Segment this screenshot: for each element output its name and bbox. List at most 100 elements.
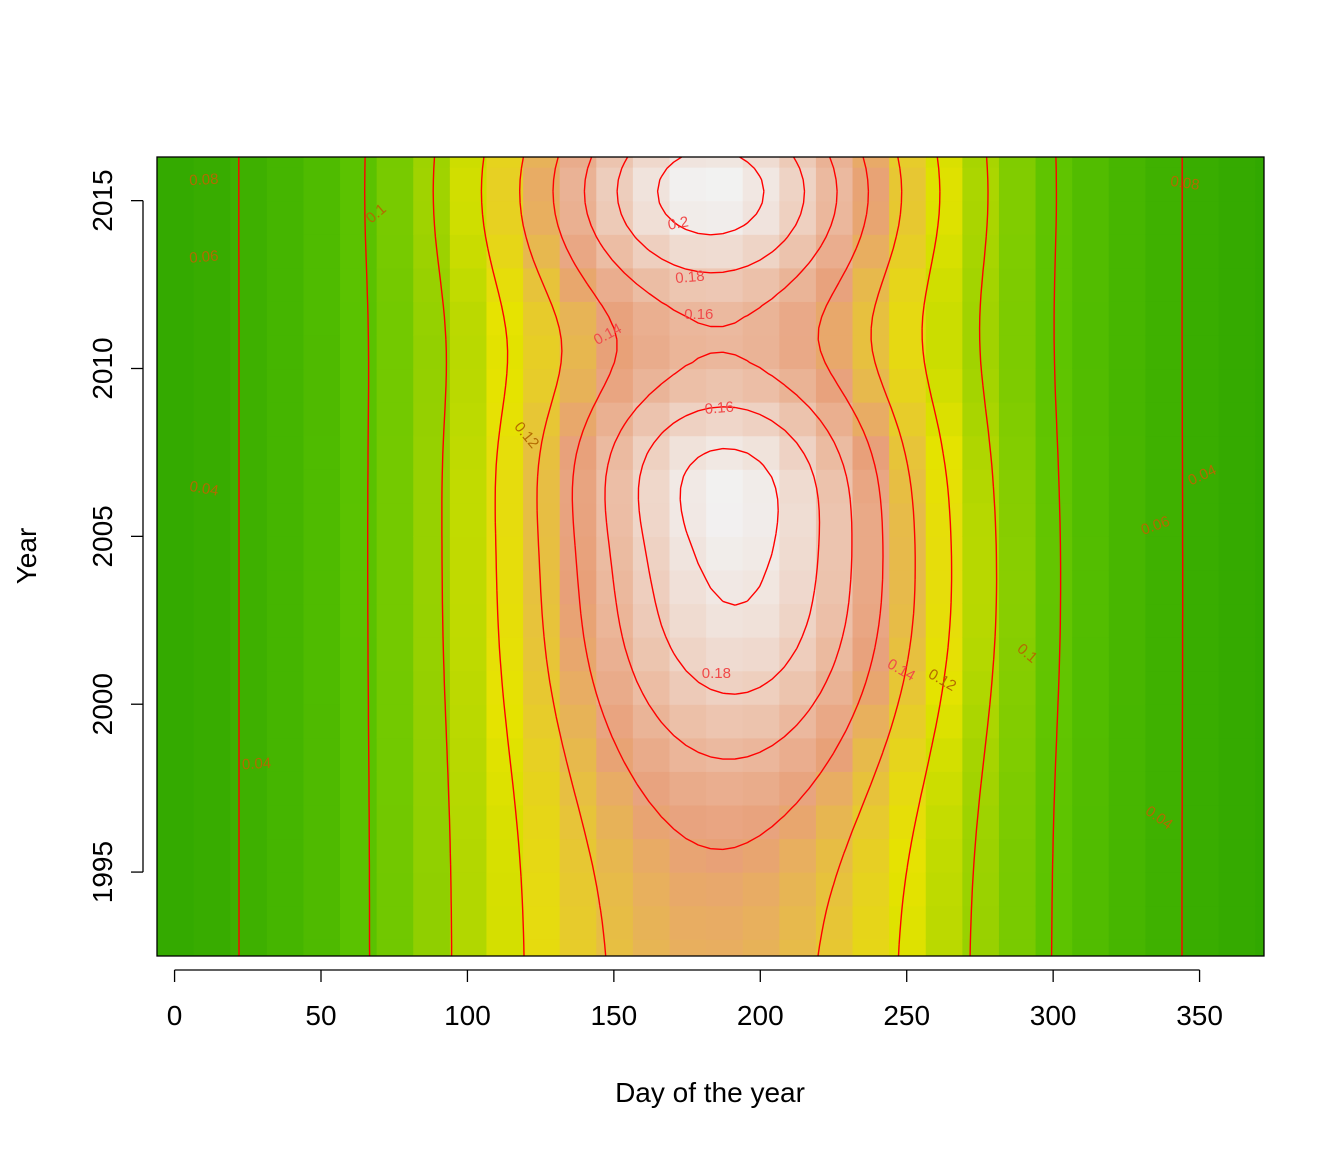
heatmap-cell: [376, 603, 414, 638]
heatmap-cell: [669, 804, 707, 840]
heatmap-cell: [266, 502, 305, 537]
heatmap-cell: [230, 872, 268, 907]
heatmap-cell: [1035, 670, 1073, 705]
heatmap-cell: [449, 939, 488, 956]
heatmap-cell: [1072, 804, 1110, 840]
heatmap-cell: [1182, 872, 1220, 907]
heatmap-cell: [669, 536, 707, 571]
heatmap-cell: [596, 157, 634, 168]
heatmap-cell: [523, 737, 561, 772]
heatmap-cell: [669, 234, 707, 269]
heatmap-cell: [1108, 536, 1146, 571]
heatmap-cell: [1145, 334, 1183, 370]
heatmap-cell: [449, 301, 488, 336]
heatmap-cell: [193, 502, 231, 537]
heatmap-cell: [376, 704, 414, 739]
heatmap-cell: [340, 804, 378, 840]
x-tick-label: 0: [167, 1000, 183, 1031]
contour-line-0-04: [238, 157, 1184, 956]
heatmap-cell: [779, 771, 817, 806]
heatmap-cell: [157, 569, 195, 605]
heatmap-cell: [449, 502, 488, 537]
heatmap-cell: [449, 157, 488, 168]
heatmap-cell: [779, 157, 817, 168]
heatmap-cell: [669, 402, 707, 437]
heatmap-cell: [1218, 267, 1256, 302]
heatmap-cell: [779, 167, 817, 202]
heatmap-cell: [998, 200, 1037, 235]
heatmap-cell: [1108, 368, 1146, 403]
heatmap-cell: [523, 502, 561, 537]
heatmap-cell: [998, 737, 1037, 772]
heatmap-cell: [1218, 872, 1256, 907]
heatmap-cell: [376, 435, 414, 470]
heatmap-cell: [1182, 804, 1220, 840]
heatmap-cell: [1072, 939, 1110, 956]
heatmap-cell: [1218, 469, 1256, 504]
heatmap-cell: [815, 368, 854, 403]
heatmap-cell: [1145, 905, 1183, 940]
heatmap-cell: [706, 603, 744, 638]
heatmap-cell: [340, 637, 378, 672]
heatmap-cell: [998, 872, 1037, 907]
heatmap-cell: [669, 334, 707, 370]
heatmap-cell: [1145, 234, 1183, 269]
heatmap-cell: [1108, 157, 1146, 168]
heatmap-cell: [962, 804, 1000, 840]
heatmap-cell: [962, 435, 1000, 470]
heatmap-cell: [157, 502, 195, 537]
heatmap-cell: [376, 905, 414, 940]
heatmap-cell: [742, 234, 780, 269]
heatmap-cell: [632, 402, 671, 437]
heatmap-cell: [559, 603, 597, 638]
heatmap-cell: [925, 939, 963, 956]
heatmap-cell: [193, 603, 231, 638]
heatmap-cell: [230, 157, 268, 168]
heatmap-cell: [1182, 603, 1220, 638]
heatmap-cell: [1255, 670, 1264, 705]
x-tick-label: 350: [1176, 1000, 1223, 1031]
heatmap-cell: [889, 157, 927, 168]
heatmap-cell: [925, 838, 963, 873]
heatmap-cell: [340, 502, 378, 537]
heatmap-cell: [742, 804, 780, 840]
heatmap-cell: [157, 435, 195, 470]
heatmap-cell: [340, 301, 378, 336]
heatmap-cell: [1035, 200, 1073, 235]
heatmap-cell: [998, 502, 1037, 537]
heatmap-cell: [523, 905, 561, 940]
heatmap-cell: [559, 737, 597, 772]
heatmap-cell: [303, 670, 341, 705]
heatmap-cell: [1182, 771, 1220, 806]
heatmap-cell: [1218, 402, 1256, 437]
heatmap-cell: [1035, 603, 1073, 638]
heatmap-cell: [157, 536, 195, 571]
heatmap-cell: [632, 670, 671, 705]
heatmap-cell: [998, 157, 1037, 168]
heatmap-cell: [486, 334, 524, 370]
heatmap-cell: [1108, 267, 1146, 302]
heatmap-cell: [742, 603, 780, 638]
heatmap-cell: [486, 536, 524, 571]
heatmap-cell: [632, 704, 671, 739]
heatmap-cell: [669, 469, 707, 504]
heatmap-cell: [449, 804, 488, 840]
heatmap-cell: [1182, 157, 1220, 168]
heatmap-cell: [852, 267, 890, 302]
heatmap-cell: [449, 368, 488, 403]
heatmap-cell: [266, 267, 305, 302]
heatmap-cell: [486, 402, 524, 437]
heatmap-cell: [340, 569, 378, 605]
heatmap-cell: [559, 200, 597, 235]
heatmap-cell: [596, 771, 634, 806]
heatmap-cell: [1255, 569, 1264, 605]
heatmap-cell: [1108, 334, 1146, 370]
heatmap-cell: [1072, 771, 1110, 806]
heatmap-cell: [815, 267, 854, 302]
heatmap-cell: [376, 838, 414, 873]
heatmap-cell: [1108, 167, 1146, 202]
heatmap-cell: [1218, 838, 1256, 873]
heatmap-cell: [669, 157, 707, 168]
heatmap-cell: [998, 704, 1037, 739]
heatmap-cell: [157, 469, 195, 504]
